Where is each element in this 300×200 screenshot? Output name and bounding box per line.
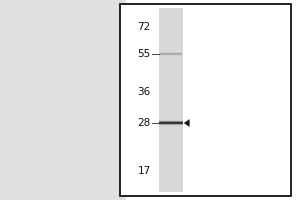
Bar xyxy=(159,120,183,121)
Bar xyxy=(159,122,183,123)
Bar xyxy=(159,119,183,120)
Text: 36: 36 xyxy=(137,87,151,97)
Bar xyxy=(160,55,182,56)
Bar xyxy=(160,52,182,53)
Bar xyxy=(159,8,183,192)
Text: 17: 17 xyxy=(137,166,151,176)
Text: 28: 28 xyxy=(137,118,151,128)
Bar xyxy=(160,53,182,54)
Bar xyxy=(159,123,183,124)
Bar xyxy=(291,0,300,200)
Bar xyxy=(0,0,126,200)
Text: 72: 72 xyxy=(137,22,151,32)
Polygon shape xyxy=(184,120,189,126)
Bar xyxy=(160,51,182,52)
Bar xyxy=(120,4,291,196)
Bar xyxy=(160,54,182,55)
Text: 55: 55 xyxy=(137,49,151,59)
Bar xyxy=(159,126,183,127)
Bar xyxy=(159,125,183,126)
Bar xyxy=(159,124,183,125)
Bar xyxy=(159,121,183,122)
